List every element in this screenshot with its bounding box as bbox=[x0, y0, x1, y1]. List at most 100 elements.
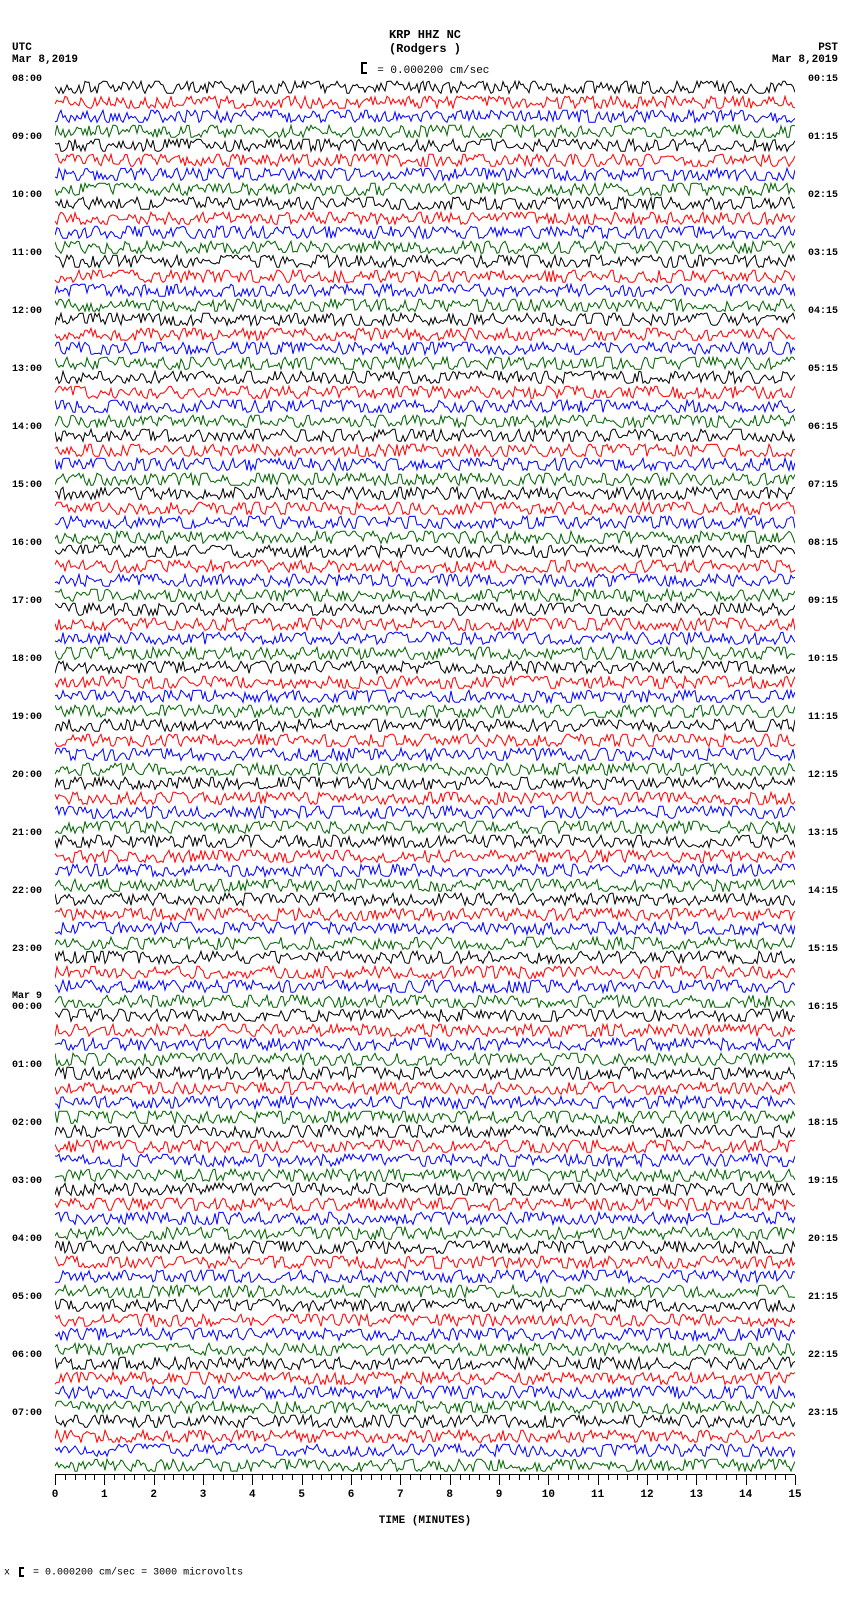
trace-waveform bbox=[55, 1385, 795, 1400]
utc-time-label: 07:00 bbox=[12, 1408, 42, 1419]
utc-time-label: 19:00 bbox=[12, 712, 42, 723]
trace-waveform bbox=[55, 443, 795, 458]
pst-time-label: 18:15 bbox=[808, 1118, 838, 1129]
trace-waveform bbox=[55, 1342, 795, 1357]
x-tick-minor bbox=[736, 1475, 737, 1480]
x-tick-minor bbox=[85, 1475, 86, 1480]
x-tick-minor bbox=[272, 1475, 273, 1480]
x-tick-minor bbox=[469, 1475, 470, 1480]
trace-row bbox=[0, 95, 850, 110]
trace-waveform bbox=[55, 907, 795, 922]
footer-text: = 0.000200 cm/sec = 3000 microvolts bbox=[33, 1568, 243, 1579]
trace-row: 21:0013:15 bbox=[0, 834, 850, 849]
trace-row bbox=[0, 225, 850, 240]
x-tick-label: 2 bbox=[150, 1489, 157, 1501]
x-tick-major bbox=[499, 1475, 500, 1485]
utc-time-label: 04:00 bbox=[12, 1234, 42, 1245]
trace-row bbox=[0, 1443, 850, 1458]
trace-waveform bbox=[55, 878, 795, 893]
trace-row bbox=[0, 849, 850, 864]
trace-waveform bbox=[55, 1153, 795, 1168]
trace-waveform bbox=[55, 1327, 795, 1342]
trace-waveform bbox=[55, 733, 795, 748]
trace-row bbox=[0, 1400, 850, 1415]
trace-waveform bbox=[55, 1371, 795, 1386]
pst-time-label: 00:15 bbox=[808, 74, 838, 85]
trace-waveform bbox=[55, 167, 795, 182]
trace-waveform bbox=[55, 153, 795, 168]
trace-row: Mar 9 00:0016:15 bbox=[0, 1008, 850, 1023]
x-tick-minor bbox=[489, 1475, 490, 1480]
trace-row bbox=[0, 1081, 850, 1096]
trace-row bbox=[0, 356, 850, 371]
x-tick-minor bbox=[134, 1475, 135, 1480]
trace-row bbox=[0, 298, 850, 313]
trace-waveform bbox=[55, 849, 795, 864]
x-tick-minor bbox=[321, 1475, 322, 1480]
x-tick-major bbox=[548, 1475, 549, 1485]
trace-waveform bbox=[55, 747, 795, 762]
x-tick-minor bbox=[341, 1475, 342, 1480]
pst-time-label: 02:15 bbox=[808, 190, 838, 201]
trace-row bbox=[0, 472, 850, 487]
trace-row: 14:0006:15 bbox=[0, 428, 850, 443]
trace-waveform bbox=[55, 718, 795, 733]
header: UTC Mar 8,2019 KRP HHZ NC (Rodgers ) PST… bbox=[0, 0, 850, 80]
x-tick-label: 6 bbox=[348, 1489, 355, 1501]
x-tick-minor bbox=[479, 1475, 480, 1480]
x-tick-minor bbox=[785, 1475, 786, 1480]
trace-waveform bbox=[55, 486, 795, 501]
trace-row bbox=[0, 530, 850, 545]
trace-row bbox=[0, 515, 850, 530]
x-tick-label: 13 bbox=[690, 1489, 703, 1501]
trace-waveform bbox=[55, 950, 795, 965]
pst-time-label: 21:15 bbox=[808, 1292, 838, 1303]
utc-time-label: 02:00 bbox=[12, 1118, 42, 1129]
trace-waveform bbox=[55, 660, 795, 675]
x-tick-minor bbox=[578, 1475, 579, 1480]
trace-waveform bbox=[55, 1168, 795, 1183]
trace-waveform bbox=[55, 211, 795, 226]
trace-waveform bbox=[55, 646, 795, 661]
trace-row bbox=[0, 588, 850, 603]
trace-waveform bbox=[55, 1052, 795, 1067]
trace-waveform bbox=[55, 515, 795, 530]
trace-row bbox=[0, 1284, 850, 1299]
trace-waveform bbox=[55, 138, 795, 153]
x-tick-label: 11 bbox=[591, 1489, 604, 1501]
x-tick-major bbox=[252, 1475, 253, 1485]
trace-row bbox=[0, 327, 850, 342]
trace-row: 02:0018:15 bbox=[0, 1124, 850, 1139]
trace-waveform bbox=[55, 124, 795, 139]
trace-waveform bbox=[55, 704, 795, 719]
trace-waveform bbox=[55, 225, 795, 240]
trace-waveform bbox=[55, 544, 795, 559]
trace-row bbox=[0, 994, 850, 1009]
trace-row: 09:0001:15 bbox=[0, 138, 850, 153]
trace-row bbox=[0, 1168, 850, 1183]
station-code: KRP HHZ NC bbox=[0, 28, 850, 42]
x-tick-minor bbox=[756, 1475, 757, 1480]
scale-bar-icon bbox=[361, 62, 367, 74]
trace-waveform bbox=[55, 1197, 795, 1212]
x-tick-minor bbox=[164, 1475, 165, 1480]
trace-row bbox=[0, 1197, 850, 1212]
utc-time-label: 13:00 bbox=[12, 364, 42, 375]
x-tick-minor bbox=[617, 1475, 618, 1480]
trace-waveform bbox=[55, 791, 795, 806]
x-axis: 0123456789101112131415 bbox=[55, 1474, 795, 1489]
trace-row bbox=[0, 617, 850, 632]
utc-time-label: 15:00 bbox=[12, 480, 42, 491]
trace-waveform bbox=[55, 254, 795, 269]
trace-row bbox=[0, 1023, 850, 1038]
trace-row bbox=[0, 211, 850, 226]
trace-waveform bbox=[55, 1110, 795, 1125]
pst-time-label: 22:15 bbox=[808, 1350, 838, 1361]
trace-waveform bbox=[55, 109, 795, 124]
x-tick-minor bbox=[637, 1475, 638, 1480]
trace-waveform bbox=[55, 341, 795, 356]
trace-row bbox=[0, 1327, 850, 1342]
pst-time-label: 01:15 bbox=[808, 132, 838, 143]
pst-time-label: 19:15 bbox=[808, 1176, 838, 1187]
trace-waveform bbox=[55, 457, 795, 472]
